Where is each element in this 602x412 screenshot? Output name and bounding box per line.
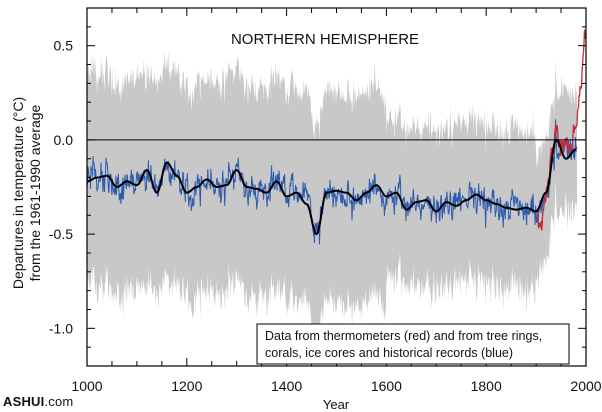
x-tick-label: 1400 [271, 378, 302, 394]
x-tick-label: 1200 [171, 378, 202, 394]
y-tick-label: 0.0 [54, 132, 74, 148]
x-axis-title: Year [323, 397, 350, 412]
chart-title: NORTHERN HEMISPHERE [231, 31, 419, 48]
x-tick-label: 2000 [570, 378, 601, 394]
watermark-suffix: .com [44, 394, 74, 409]
y-axis-title-line-2: from the 1961-1990 average [27, 104, 43, 281]
annotation-box: Data from thermometers (red) and from tr… [256, 323, 570, 365]
y-tick-label: -0.5 [49, 226, 73, 242]
x-tick-label: 1800 [471, 378, 502, 394]
proxy-series-layer [86, 119, 578, 245]
proxy-series-line [86, 119, 578, 245]
y-axis-title: Departures in temperature (°C) from the … [10, 97, 43, 289]
tick-layer: 1000 1200 1400 1600 1800 2000 -1.0 -0.5 0.0 0.5 [49, 8, 602, 394]
annotation-line-1: Data from thermometers (red) and from tr… [265, 329, 542, 343]
uncertainty-band [87, 50, 577, 352]
smoothed-series-line [87, 138, 577, 236]
uncertainty-band-layer [87, 50, 577, 352]
y-tick-label: 0.5 [54, 38, 74, 54]
annotation-line-2: corals, ice cores and historical records… [265, 346, 513, 360]
watermark-bold: ASHUI [3, 394, 45, 409]
smoothed-series-layer [87, 138, 577, 236]
x-tick-label: 1000 [71, 378, 102, 394]
x-tick-label: 1600 [371, 378, 402, 394]
y-axis-title-line-1: Departures in temperature (°C) [10, 97, 26, 289]
y-tick-label: -1.0 [49, 320, 73, 336]
watermark: ASHUI.com [3, 394, 73, 409]
